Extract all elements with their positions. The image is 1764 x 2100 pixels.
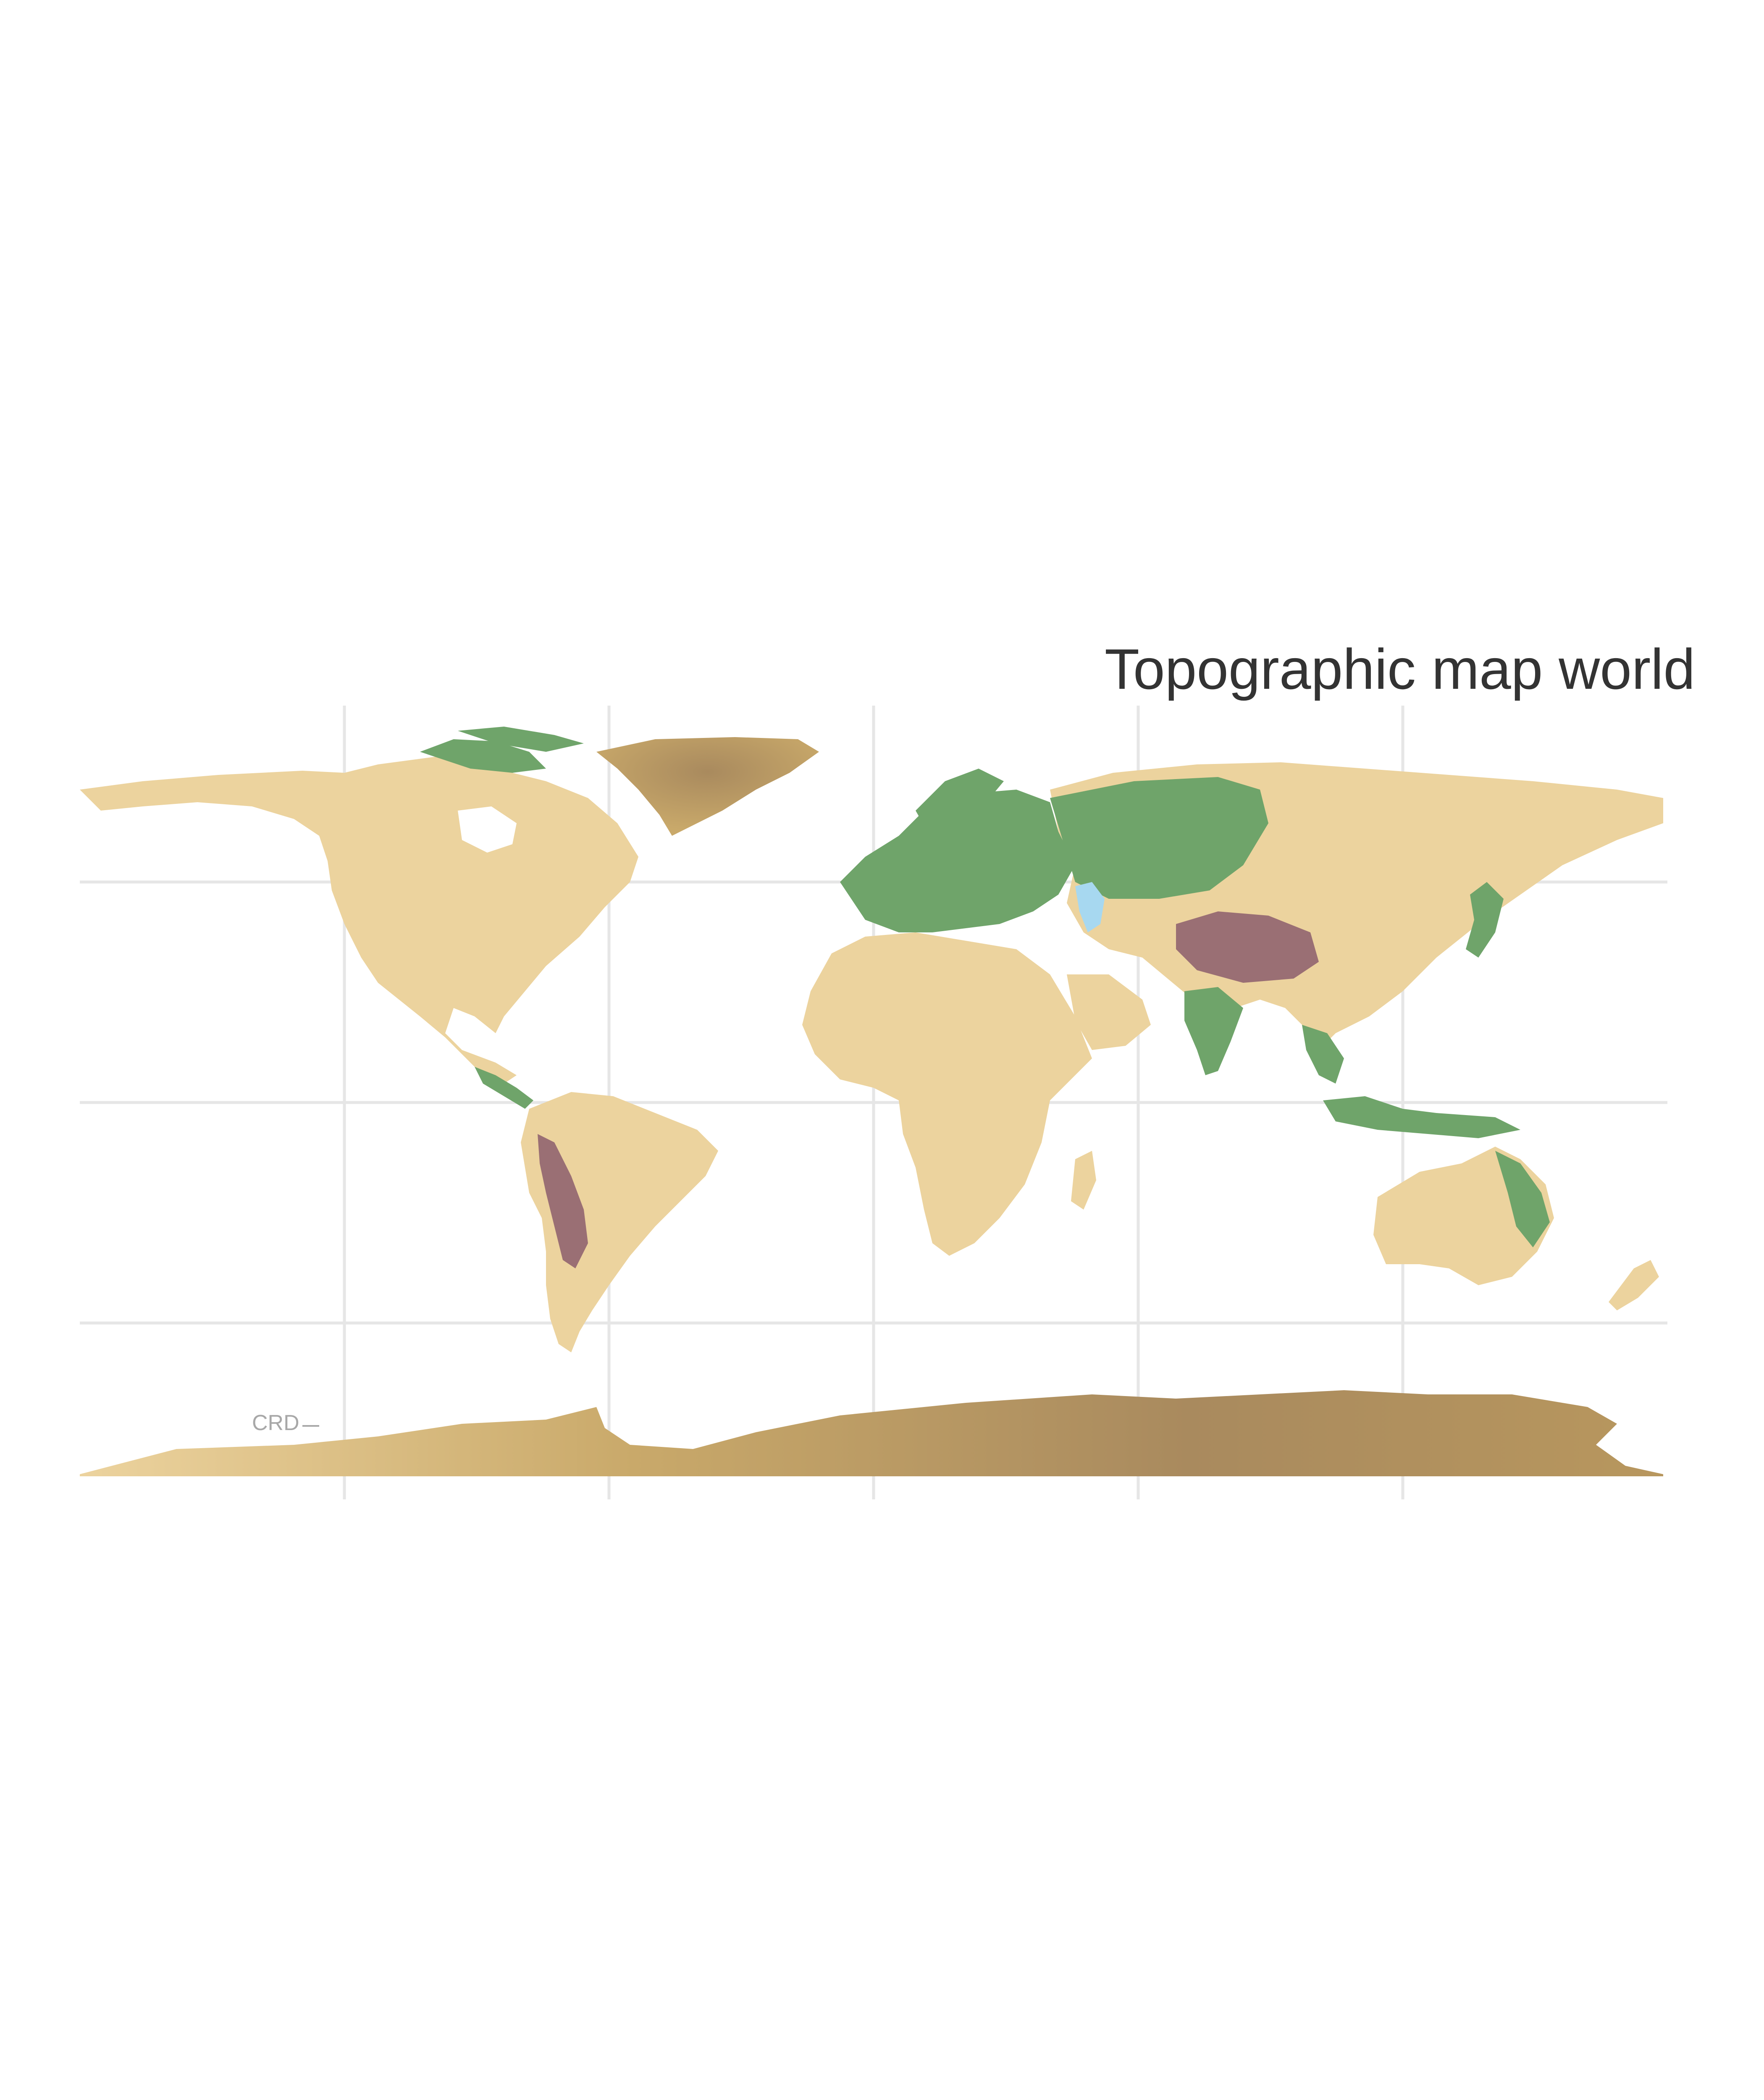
landmasses — [80, 727, 1663, 1476]
southeast-asia — [1302, 1025, 1344, 1084]
europe — [840, 790, 1075, 932]
north-america — [80, 756, 638, 1084]
japan — [1466, 882, 1504, 958]
arctic-islands — [420, 739, 546, 773]
south-america — [521, 1092, 718, 1352]
arabian-peninsula — [1067, 974, 1151, 1050]
madagascar — [1071, 1151, 1096, 1210]
africa — [802, 932, 1092, 1256]
caspian-sea — [1075, 882, 1105, 932]
scandinavia — [916, 769, 1004, 840]
india — [1184, 987, 1243, 1075]
central-america — [475, 1067, 533, 1109]
new-zealand — [1609, 1260, 1659, 1310]
greenland — [596, 737, 819, 836]
tibetan-plateau — [1176, 911, 1319, 983]
andes — [538, 1134, 588, 1268]
indonesia — [1323, 1096, 1520, 1138]
map-title: Topographic map world — [1105, 637, 1696, 701]
hudson-bay — [458, 806, 517, 853]
antarctica — [80, 1390, 1663, 1476]
siberia — [1050, 777, 1268, 899]
eastern-highlands — [1495, 1151, 1550, 1247]
arctic-islands — [458, 727, 584, 752]
crd-label: CRD — [252, 1411, 299, 1435]
